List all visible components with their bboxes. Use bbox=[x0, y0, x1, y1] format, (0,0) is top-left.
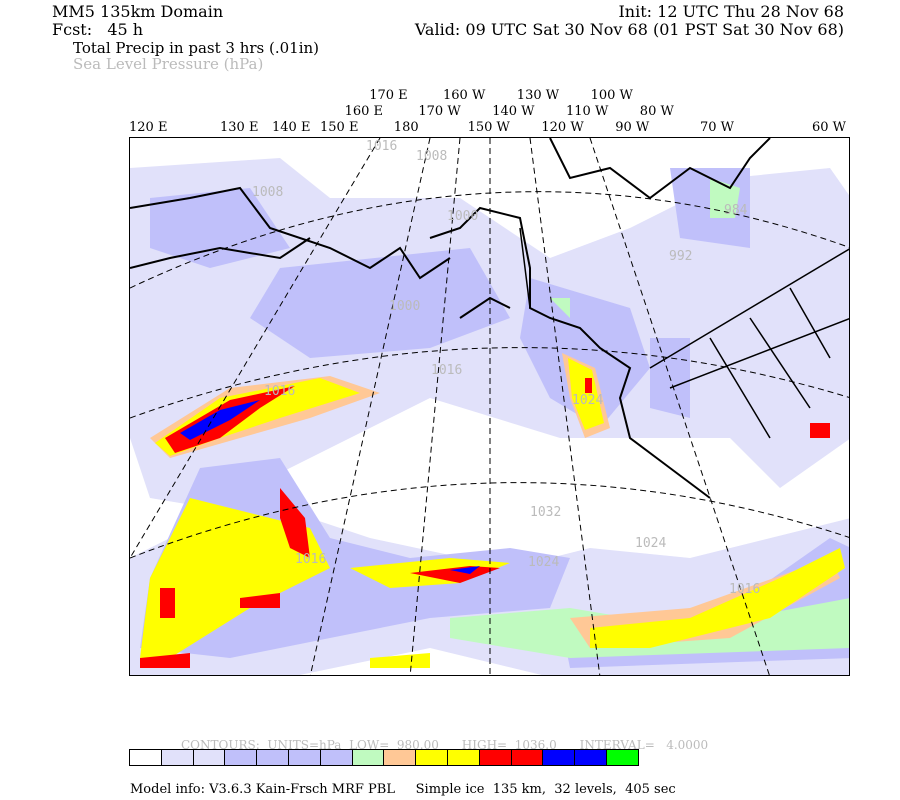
longitude-label: 150 W bbox=[467, 120, 510, 135]
precip-blue bbox=[180, 400, 480, 574]
longitude-label: 180 bbox=[393, 120, 419, 135]
domain-title: MM5 135km Domain bbox=[52, 2, 224, 21]
longitude-label: 100 W bbox=[590, 88, 633, 103]
borders bbox=[519, 227, 849, 439]
field-slp: Sea Level Pressure (hPa) bbox=[73, 55, 264, 73]
longitude-label: 120 W bbox=[541, 120, 584, 135]
latlon-grid bbox=[130, 138, 849, 675]
longitude-label: 170 E bbox=[369, 88, 408, 103]
longitude-label: 130 E bbox=[220, 120, 259, 135]
colorbar-swatch bbox=[257, 750, 289, 765]
colorbar-swatch bbox=[193, 750, 226, 765]
contour-label: 1016 bbox=[431, 363, 462, 378]
contour-label: 1008 bbox=[416, 149, 447, 164]
coastlines bbox=[130, 138, 771, 499]
forecast-hour: Fcst: 45 h bbox=[52, 20, 144, 39]
field-precip: Total Precip in past 3 hrs (.01in) bbox=[73, 39, 320, 57]
contour-label: 1016 bbox=[366, 139, 397, 154]
map-svg: 1016 1008 1008 1000 984 992 1000 1016 1016 1024 10… bbox=[130, 138, 849, 675]
contour-label: 1024 bbox=[572, 393, 603, 408]
contour-label: 1016 bbox=[729, 582, 760, 597]
contour-label: 1000 bbox=[389, 299, 420, 314]
colorbar-swatch bbox=[352, 750, 385, 765]
longitude-label: 60 W bbox=[812, 120, 847, 135]
colorbar bbox=[129, 749, 639, 766]
contour-label: 1024 bbox=[635, 536, 666, 551]
model-info: Model info: V3.6.3 Kain-Frsch MRF PBL Si… bbox=[130, 782, 676, 797]
colorbar-swatch bbox=[606, 750, 638, 765]
colorbar-swatch bbox=[384, 750, 417, 765]
longitude-label: 160 W bbox=[443, 88, 486, 103]
colorbar-swatch bbox=[320, 750, 353, 765]
contour-label: 1032 bbox=[530, 505, 561, 520]
longitude-label: 140 W bbox=[492, 104, 535, 119]
contour-label: 992 bbox=[669, 249, 692, 264]
longitude-label: 150 E bbox=[320, 120, 359, 135]
longitude-label: 90 W bbox=[615, 120, 650, 135]
colorbar-swatch bbox=[288, 750, 321, 765]
contour-label: 1016 bbox=[264, 384, 295, 399]
longitude-label: 120 E bbox=[129, 120, 168, 135]
contour-labels: 1016 1008 1008 1000 984 992 1000 1016 1016 1024 10… bbox=[252, 139, 760, 597]
map-panel: 1016 1008 1008 1000 984 992 1000 1016 1016 1024 10… bbox=[129, 137, 850, 676]
longitude-label: 130 W bbox=[516, 88, 560, 103]
longitude-label: 80 W bbox=[639, 104, 674, 119]
init-time: Init: 12 UTC Thu 28 Nov 68 bbox=[618, 2, 844, 21]
contour-label: 1000 bbox=[447, 209, 478, 224]
longitude-label: 170 W bbox=[418, 104, 461, 119]
colorbar-swatch bbox=[161, 750, 194, 765]
contour-label: 1008 bbox=[252, 185, 283, 200]
colorbar-swatch bbox=[543, 750, 576, 765]
colorbar-swatch bbox=[416, 750, 448, 765]
longitude-label: 140 E bbox=[272, 120, 311, 135]
longitude-label: 160 E bbox=[344, 104, 384, 119]
colorbar-swatch bbox=[575, 750, 607, 765]
contour-label: 1016 bbox=[295, 552, 326, 567]
colorbar-swatch bbox=[511, 750, 544, 765]
colorbar-swatch bbox=[447, 750, 480, 765]
longitude-label: 110 W bbox=[566, 104, 609, 119]
longitude-label: 70 W bbox=[700, 120, 735, 135]
contour-info: CONTOURS: UNITS=hPa LOW= 980.00 HIGH= 10… bbox=[181, 738, 709, 752]
colorbar-swatch bbox=[479, 750, 512, 765]
contour-label: 1024 bbox=[528, 555, 559, 570]
colorbar-swatch bbox=[225, 750, 258, 765]
contour-label: 984 bbox=[724, 203, 748, 218]
valid-time: Valid: 09 UTC Sat 30 Nov 68 (01 PST Sat … bbox=[414, 20, 844, 39]
colorbar-swatch bbox=[130, 750, 162, 765]
